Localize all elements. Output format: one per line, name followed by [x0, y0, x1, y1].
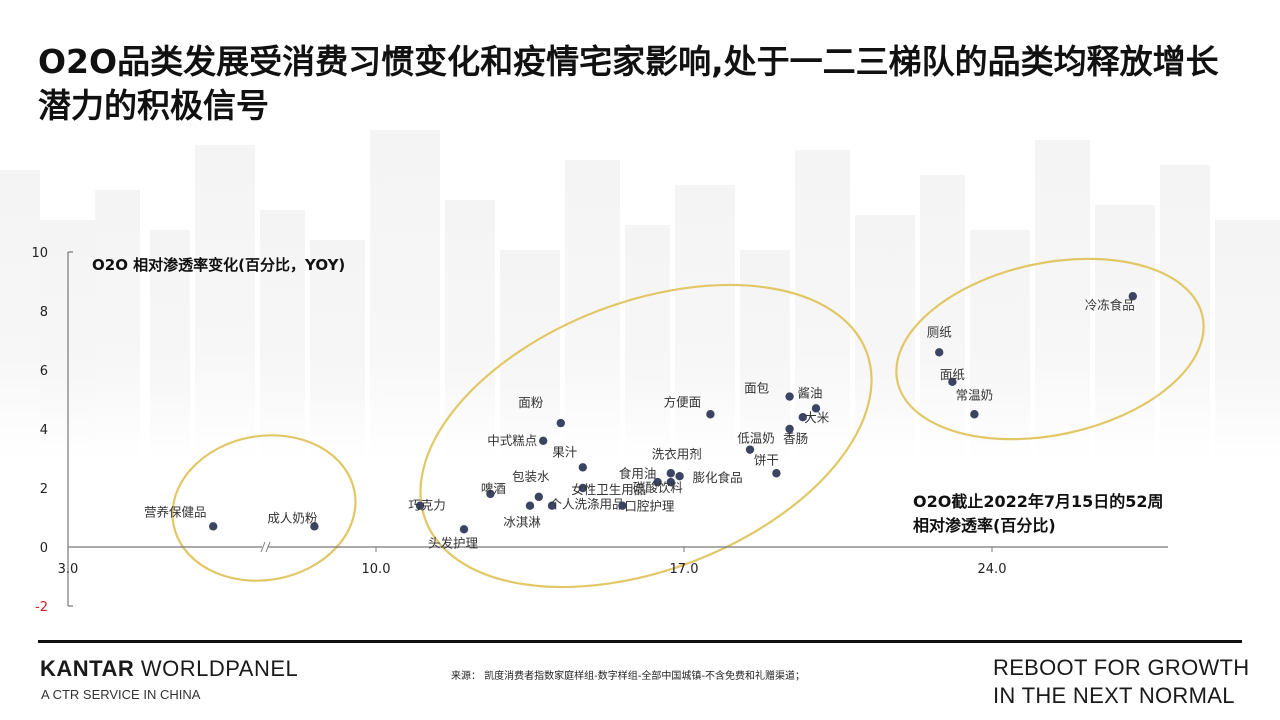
point-label: 膨化食品	[693, 470, 743, 485]
point-label: 女性卫生用品	[571, 482, 646, 497]
y-tick-label: 8	[40, 305, 48, 320]
data-point	[772, 469, 781, 478]
data-point	[970, 410, 979, 419]
x-axis-label-line-1: O2O截止2022年7月15日的52周	[913, 492, 1164, 511]
city-skyline-background	[0, 130, 1280, 460]
data-point	[1128, 292, 1138, 301]
point-label: 面包	[744, 381, 769, 396]
x-tick-label: 17.0	[670, 562, 699, 577]
point-label: 头发护理	[428, 535, 479, 550]
data-point	[578, 463, 587, 472]
point-label: 碳酸饮料	[633, 480, 684, 495]
cluster-ellipse-3	[895, 257, 1205, 441]
x-axis-label-line-2: 相对渗透率(百分比)	[913, 516, 1056, 535]
data-point	[539, 436, 548, 445]
y-tick-label: 10	[31, 246, 48, 261]
y-tick-label: 2	[40, 482, 48, 497]
point-label: 大米	[804, 410, 830, 425]
point-label: 营养保健品	[144, 504, 207, 519]
x-axis-break-mark-2	[265, 541, 271, 553]
point-label: 方便面	[664, 394, 702, 409]
point-label: 巧克力	[408, 498, 446, 513]
data-point	[578, 483, 587, 493]
x-tick-label: 10.0	[362, 562, 391, 577]
slogan-line-2: IN THE NEXT NORMAL	[993, 683, 1235, 708]
data-point	[415, 501, 425, 510]
data-point	[486, 489, 495, 499]
y-tick-label: 6	[40, 364, 48, 379]
brand-rest: WORLDPANEL	[134, 656, 299, 681]
y-tick-label: -2	[35, 600, 48, 615]
x-axis-label: O2O截止2022年7月15日的52周相对渗透率(百分比)	[913, 492, 1164, 535]
data-point	[666, 469, 675, 478]
point-label: 口腔护理	[624, 499, 675, 514]
data-point	[666, 477, 675, 487]
x-tick-label: 24.0	[978, 562, 1007, 577]
point-label: 中式糕点	[487, 433, 537, 448]
point-label: 冰淇淋	[503, 515, 541, 530]
point-label: 个人洗涤用品	[549, 497, 624, 512]
brand-strong: KANTAR	[40, 656, 135, 681]
y-axis-label: O2O 相对渗透率变化(百分比，YOY)	[92, 256, 345, 274]
source-note: 来源： 凯度消费者指数家庭样组-数字样组-全部中国城镇-不含免费和礼赠渠道；	[451, 671, 806, 682]
point-label: 啤酒	[481, 481, 506, 496]
point-label: 食用油	[619, 466, 657, 481]
point-label: 常温奶	[956, 387, 994, 402]
slide-title: O2O品类发展受消费习惯变化和疫情宅家影响,处于一二三梯队的品类均释放增长潜力的…	[38, 42, 1219, 125]
kantar-worldpanel-logo: KANTAR WORLDPANEL	[40, 656, 298, 682]
data-point	[209, 522, 218, 531]
point-label: 成人奶粉	[267, 510, 318, 525]
data-point	[785, 424, 794, 434]
data-point	[525, 501, 535, 510]
point-label: 包装水	[512, 469, 550, 484]
data-point	[459, 525, 469, 534]
cluster-ellipse-2	[419, 283, 873, 589]
data-point	[310, 522, 319, 531]
scatter-chart: -2 0 2 4 6 8 10 3.0 10.0 17.0 24.0 营养保健品 成人奶粉 巧克力头发护…	[31, 246, 1205, 615]
x-axis-break-mark-1	[260, 541, 266, 553]
slogan: REBOOT FOR GROWTH IN THE NEXT NORMAL	[993, 654, 1249, 710]
point-label: 酱油	[797, 385, 822, 400]
data-point	[706, 410, 715, 419]
point-label: 香肠	[783, 431, 808, 446]
data-point	[675, 472, 684, 481]
slogan-line-1: REBOOT FOR GROWTH	[993, 655, 1250, 680]
point-label: 面纸	[940, 367, 966, 382]
point-label: 洗衣用剂	[652, 446, 702, 461]
x-tick-label: 3.0	[58, 562, 79, 577]
cluster-ellipse-1	[171, 434, 357, 582]
cluster-ellipses	[171, 257, 1205, 589]
data-point	[935, 348, 944, 357]
point-label: 冷冻食品	[1085, 297, 1135, 312]
footer-divider	[38, 640, 1242, 643]
point-label: 果汁	[552, 444, 578, 459]
brand-subtitle: A CTR SERVICE IN CHINA	[41, 687, 201, 702]
data-point	[653, 477, 662, 487]
point-label: 面粉	[518, 395, 544, 410]
point-label: 低温奶	[737, 431, 775, 446]
data-point	[798, 413, 807, 422]
data-point	[948, 377, 957, 386]
y-tick-label: 4	[40, 423, 48, 438]
data-point	[785, 392, 794, 401]
data-point	[811, 404, 821, 413]
chart-axes: -2 0 2 4 6 8 10 3.0 10.0 17.0 24.0	[31, 246, 1168, 615]
data-point	[534, 492, 543, 502]
point-label: 饼干	[754, 452, 779, 467]
data-point	[618, 501, 627, 510]
data-point	[745, 445, 755, 454]
data-point	[547, 501, 557, 510]
y-tick-label: 0	[40, 541, 48, 556]
point-label: 厕纸	[927, 324, 953, 339]
data-point	[556, 418, 565, 428]
